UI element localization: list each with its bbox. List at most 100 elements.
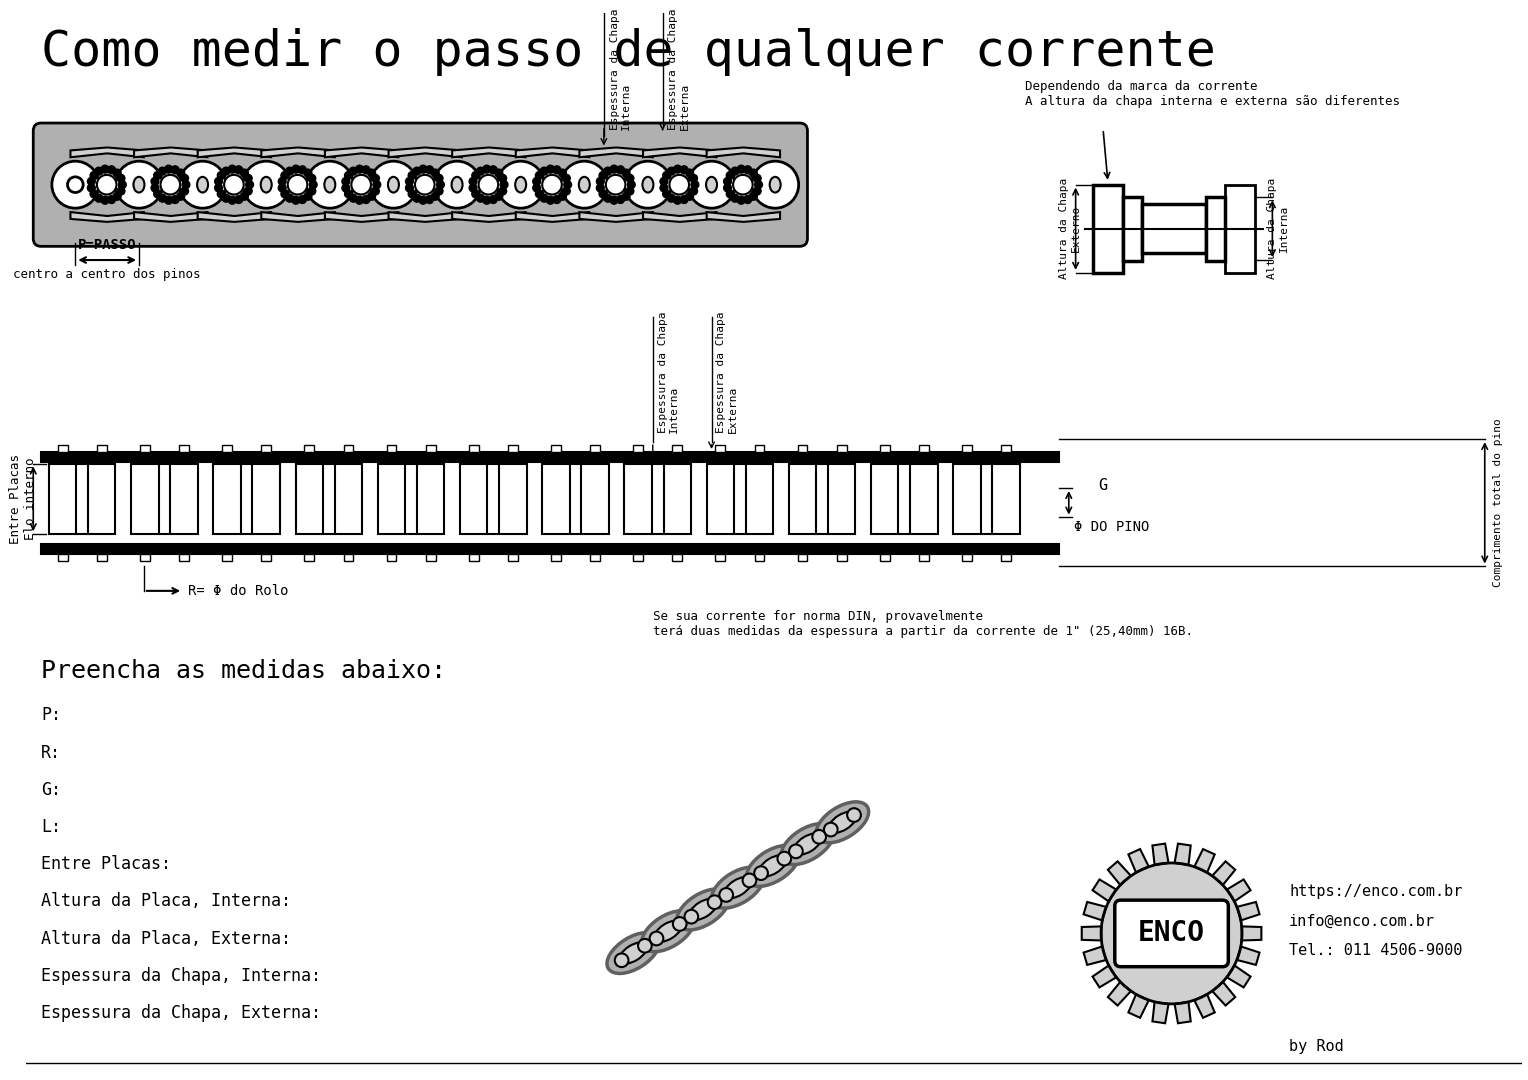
Bar (1143, 204, 1206, 253)
Circle shape (674, 197, 681, 204)
Text: P=PASSO: P=PASSO (78, 239, 136, 253)
Circle shape (413, 194, 420, 202)
Ellipse shape (515, 177, 526, 192)
Polygon shape (261, 212, 335, 221)
Text: Dependendo da marca da corrente
A altura da chapa interna e externa são diferent: Dependendo da marca da corrente A altura… (1025, 80, 1400, 108)
Bar (828, 463, 856, 535)
Polygon shape (1152, 1002, 1169, 1023)
Polygon shape (452, 148, 526, 158)
Polygon shape (1236, 902, 1259, 920)
Circle shape (180, 187, 188, 195)
Text: Preencha as medidas abaixo:: Preencha as medidas abaixo: (41, 660, 446, 684)
Circle shape (726, 172, 733, 179)
Bar (663, 463, 691, 535)
Bar (963, 554, 972, 561)
Circle shape (159, 194, 167, 202)
Polygon shape (325, 212, 399, 221)
Circle shape (559, 170, 567, 177)
Polygon shape (1093, 879, 1117, 902)
Circle shape (616, 166, 625, 174)
Circle shape (533, 184, 541, 192)
Bar (507, 445, 518, 451)
Polygon shape (1175, 843, 1190, 865)
Text: Espessura da Chapa, Externa:: Espessura da Chapa, Externa: (41, 1004, 321, 1022)
Circle shape (668, 167, 675, 175)
Circle shape (87, 184, 95, 192)
Circle shape (686, 192, 694, 200)
Ellipse shape (759, 855, 787, 877)
Circle shape (244, 187, 252, 195)
Circle shape (604, 194, 611, 202)
Text: R= Φ do Rolo: R= Φ do Rolo (188, 584, 289, 598)
Circle shape (547, 165, 555, 173)
Bar (798, 445, 807, 451)
Circle shape (235, 166, 243, 174)
Bar (715, 554, 726, 561)
Bar (222, 445, 232, 451)
Circle shape (605, 175, 625, 194)
Polygon shape (516, 148, 590, 158)
Polygon shape (1242, 927, 1262, 941)
Circle shape (724, 177, 732, 186)
Circle shape (744, 195, 752, 203)
Polygon shape (134, 148, 208, 158)
Polygon shape (1128, 995, 1149, 1017)
Bar (426, 554, 435, 561)
Circle shape (368, 192, 376, 200)
Circle shape (564, 180, 571, 189)
Circle shape (500, 180, 507, 189)
Polygon shape (1093, 966, 1117, 987)
Circle shape (286, 194, 293, 202)
Circle shape (116, 161, 162, 208)
Circle shape (160, 175, 180, 194)
Circle shape (342, 177, 350, 186)
Circle shape (755, 180, 762, 189)
Circle shape (752, 161, 799, 208)
Bar (96, 445, 107, 451)
Polygon shape (706, 148, 781, 158)
Circle shape (434, 161, 480, 208)
Bar (880, 554, 889, 561)
Circle shape (1102, 863, 1242, 1004)
Circle shape (240, 170, 248, 177)
Circle shape (165, 197, 173, 204)
Bar (426, 445, 435, 451)
Circle shape (604, 167, 611, 175)
Circle shape (495, 170, 503, 177)
Text: G: G (1099, 477, 1108, 492)
Ellipse shape (677, 889, 729, 930)
Circle shape (101, 165, 108, 173)
Circle shape (96, 175, 116, 194)
Circle shape (278, 177, 286, 186)
Bar (261, 445, 270, 451)
Bar (387, 554, 396, 561)
Ellipse shape (197, 177, 208, 192)
Circle shape (426, 195, 434, 203)
Circle shape (533, 177, 541, 186)
Circle shape (824, 823, 837, 836)
Polygon shape (388, 148, 461, 158)
Circle shape (342, 184, 350, 192)
Circle shape (610, 197, 617, 204)
Text: P:: P: (41, 706, 61, 725)
Bar (798, 554, 807, 561)
Circle shape (626, 187, 634, 195)
Bar (590, 554, 601, 561)
Circle shape (663, 190, 671, 198)
Bar (837, 554, 847, 561)
Bar (304, 445, 315, 451)
Text: Tel.: 011 4506-9000: Tel.: 011 4506-9000 (1290, 943, 1462, 958)
Circle shape (562, 187, 570, 195)
Circle shape (649, 932, 663, 945)
Polygon shape (643, 212, 717, 221)
Ellipse shape (793, 834, 822, 854)
Circle shape (749, 170, 758, 177)
Text: G:: G: (41, 781, 61, 799)
Circle shape (788, 845, 802, 859)
Circle shape (431, 192, 439, 200)
Circle shape (478, 175, 498, 194)
Bar (918, 445, 929, 451)
Polygon shape (70, 212, 144, 221)
Circle shape (730, 194, 740, 202)
Polygon shape (1227, 966, 1250, 987)
